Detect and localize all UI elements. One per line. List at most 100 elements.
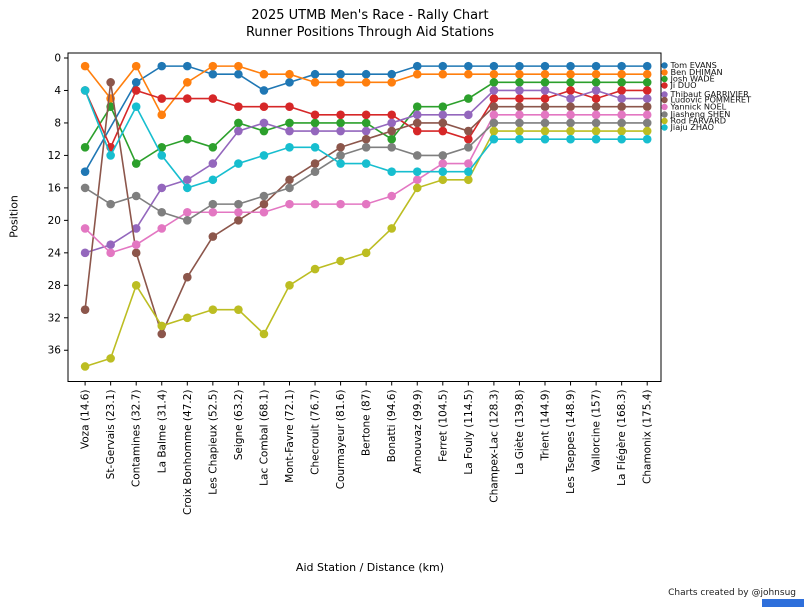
- data-point: [336, 110, 345, 120]
- data-point: [310, 69, 320, 79]
- data-point: [106, 248, 115, 258]
- data-point: [336, 151, 345, 160]
- data-point: [515, 118, 524, 128]
- data-point: [208, 69, 218, 79]
- x-tick-label-station: Bertone (87): [361, 390, 373, 457]
- chart-title-line2: Runner Positions Through Aid Stations: [245, 25, 495, 40]
- x-tick-label-station: La Giète (139.8): [514, 390, 526, 475]
- data-point: [489, 78, 499, 87]
- x-tick-label-station: Courmayeur (81.6): [335, 390, 347, 490]
- data-point: [566, 110, 575, 120]
- y-tick-label: 12: [48, 150, 61, 162]
- data-point: [387, 134, 397, 144]
- data-point: [617, 118, 626, 128]
- y-axis-label: Position: [7, 195, 21, 238]
- data-point: [438, 69, 448, 79]
- data-point: [208, 207, 218, 217]
- data-point: [131, 281, 141, 290]
- data-point: [540, 61, 550, 71]
- x-tick-label-station: La Balme (31.4): [156, 390, 168, 474]
- data-point: [131, 248, 141, 258]
- data-point: [489, 69, 499, 79]
- data-point: [566, 94, 575, 103]
- data-point: [259, 126, 269, 136]
- data-point: [310, 264, 320, 274]
- data-point: [259, 329, 269, 339]
- runner-label: Ludovic POMMERET: [671, 95, 753, 105]
- data-point: [361, 134, 371, 144]
- data-point: [387, 118, 397, 128]
- data-point: [208, 61, 218, 71]
- data-point: [617, 78, 626, 87]
- data-point: [157, 224, 167, 233]
- x-tick-label-station: La Flégère (168.3): [616, 390, 628, 486]
- data-point: [412, 167, 422, 176]
- plot-border: [67, 52, 662, 382]
- data-point: [183, 272, 192, 282]
- data-point: [361, 126, 371, 136]
- data-point: [387, 167, 397, 176]
- data-point: [617, 61, 626, 71]
- data-point: [489, 134, 499, 144]
- data-point: [336, 256, 345, 266]
- data-point: [259, 118, 269, 128]
- corner-accent-bar: [762, 599, 804, 607]
- data-point: [387, 78, 397, 87]
- data-point: [438, 167, 448, 176]
- data-point: [208, 199, 218, 209]
- runner-label: Thibaut GARRIVIER: [670, 89, 750, 99]
- x-tick-label-station: Lac Combal (68.1): [258, 390, 270, 486]
- data-point: [285, 199, 294, 209]
- data-point: [336, 126, 345, 136]
- x-tick-label-station: Mont-Favre (72.1): [284, 390, 296, 483]
- x-tick-label-station: Bonatti (94.6): [386, 390, 398, 463]
- data-point: [412, 110, 422, 120]
- data-point: [387, 69, 397, 79]
- data-point: [157, 61, 167, 71]
- data-point: [234, 61, 243, 71]
- data-point: [336, 78, 345, 87]
- data-point: [591, 78, 601, 87]
- data-point: [566, 102, 575, 112]
- data-point: [540, 126, 550, 136]
- data-point: [617, 110, 626, 120]
- data-point: [412, 126, 422, 136]
- data-point: [310, 118, 320, 128]
- x-tick-label-station: Chamonix (175.4): [642, 390, 654, 484]
- data-point: [566, 118, 575, 128]
- data-point: [285, 142, 294, 152]
- data-point: [259, 86, 269, 95]
- data-point: [464, 167, 473, 176]
- data-point: [515, 126, 524, 136]
- data-point: [131, 86, 141, 95]
- data-point: [642, 134, 652, 144]
- data-point: [106, 78, 115, 87]
- y-tick-label: 32: [48, 312, 61, 324]
- runner-label: Yannick NOEL: [670, 102, 727, 112]
- data-point: [208, 94, 218, 103]
- x-tick-label-station: La Fouly (114.5): [463, 389, 475, 474]
- data-point: [617, 69, 626, 79]
- data-point: [387, 126, 397, 136]
- data-point: [489, 86, 499, 95]
- data-point: [515, 86, 524, 95]
- data-point: [591, 118, 601, 128]
- data-point: [361, 248, 371, 258]
- data-point: [515, 134, 524, 144]
- y-tick-label: 0: [54, 53, 61, 65]
- runner-label-dot: [661, 124, 668, 131]
- data-point: [259, 69, 269, 79]
- data-point: [106, 151, 115, 160]
- data-point: [464, 142, 473, 152]
- data-point: [617, 86, 626, 95]
- data-point: [208, 232, 218, 241]
- y-tick-label: 16: [48, 182, 62, 194]
- data-point: [131, 240, 141, 250]
- data-point: [361, 199, 371, 209]
- x-tick-label-station: Les Tseppes (148.9): [565, 390, 577, 494]
- data-point: [208, 142, 218, 152]
- y-tick-label: 4: [54, 85, 61, 97]
- data-point: [515, 110, 524, 120]
- data-point: [489, 94, 499, 103]
- data-point: [591, 134, 601, 144]
